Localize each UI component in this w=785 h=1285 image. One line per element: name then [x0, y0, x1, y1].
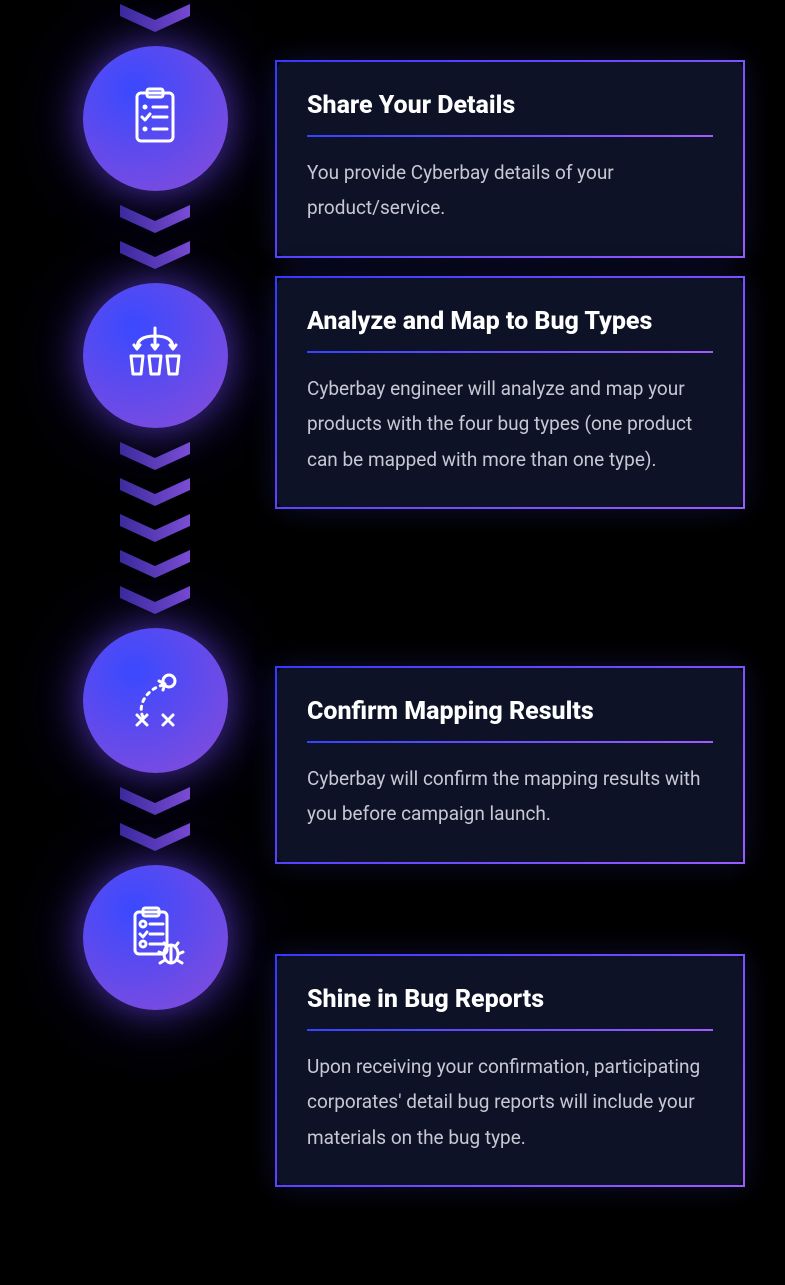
step-title: Shine in Bug Reports [307, 984, 713, 1015]
timeline-column [75, 0, 235, 1020]
step-icon-circle [83, 628, 228, 773]
chevron-down-icon [120, 514, 190, 542]
chevron-down-icon [120, 478, 190, 506]
step-icon-circle [83, 46, 228, 191]
card-divider [307, 1029, 713, 1031]
step-icon-circle [83, 865, 228, 1010]
card-divider [307, 351, 713, 353]
step-body: Cyberbay engineer will analyze and map y… [307, 371, 713, 476]
step-card: Share Your Details You provide Cyberbay d… [275, 60, 745, 258]
step-body: Upon receiving your confirmation, partic… [307, 1049, 713, 1154]
step-title: Confirm Mapping Results [307, 696, 713, 727]
step-card: Analyze and Map to Bug Types Cyberbay eng… [275, 276, 745, 509]
chevron-down-icon [120, 442, 190, 470]
chevron-down-icon [120, 586, 190, 614]
step-card: Shine in Bug Reports Upon receiving your … [275, 954, 745, 1187]
step-card: Confirm Mapping Results Cyberbay will con… [275, 666, 745, 864]
step-icon-circle [83, 283, 228, 428]
chevron-down-icon [120, 787, 190, 815]
chevron-down-icon [120, 241, 190, 269]
step-body: You provide Cyberbay details of your pro… [307, 155, 713, 225]
card-divider [307, 741, 713, 743]
strategy-icon [123, 667, 187, 735]
sort-buckets-icon [123, 322, 187, 390]
infographic-container: Share Your Details You provide Cyberbay d… [0, 0, 785, 1285]
step-title: Analyze and Map to Bug Types [307, 306, 713, 337]
bug-report-icon [123, 904, 187, 972]
chevron-down-icon [120, 205, 190, 233]
chevron-down-icon [120, 550, 190, 578]
step-body: Cyberbay will confirm the mapping result… [307, 761, 713, 831]
chevron-down-icon [120, 4, 190, 32]
chevron-down-icon [120, 823, 190, 851]
step-title: Share Your Details [307, 90, 713, 121]
card-divider [307, 135, 713, 137]
checklist-icon [123, 85, 187, 153]
